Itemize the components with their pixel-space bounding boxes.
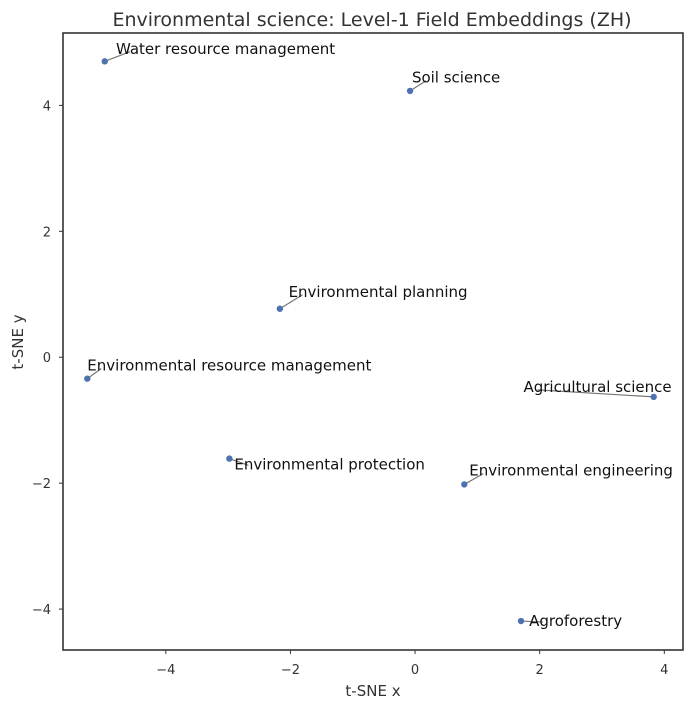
y-axis: −4 −2 0 2 4 (32, 99, 63, 618)
label-leader-line (520, 620, 544, 623)
y-tick-label: −4 (32, 603, 51, 618)
point-label: Agricultural science (523, 378, 671, 396)
points-layer: Water resource management Soil science Env… (84, 40, 673, 630)
point-label: Environmental resource management (87, 356, 371, 374)
y-tick-label: −2 (32, 477, 51, 492)
label-leader-line (537, 389, 654, 398)
label-leader-line (104, 51, 131, 62)
plot-frame (62, 32, 684, 651)
x-tick-label: −2 (281, 663, 300, 678)
point-label: Agroforestry (529, 612, 622, 630)
y-tick-label: 0 (43, 351, 51, 366)
point-label: Water resource management (116, 40, 335, 58)
x-tick-label: 0 (411, 663, 419, 678)
point-label: Soil science (412, 69, 500, 87)
label-leader-line (229, 458, 249, 466)
scatter-point (461, 481, 468, 488)
x-tick-label: −4 (156, 663, 175, 678)
y-tick-label: 2 (43, 225, 51, 240)
chart-title: Environmental science: Level-1 Field Emb… (112, 9, 631, 31)
x-tick-label: 4 (660, 663, 668, 678)
y-tick-label: 4 (43, 99, 51, 114)
x-axis: −4 −2 0 2 4 (156, 650, 668, 678)
x-tick-label: 2 (536, 663, 544, 678)
scatter-point (517, 617, 525, 625)
y-axis-label: t-SNE y (9, 314, 27, 369)
plot-area (62, 32, 684, 651)
label-leader-line (463, 473, 484, 485)
x-axis-label: t-SNE x (345, 682, 400, 700)
scatter-point (226, 455, 233, 462)
scatter-point (84, 375, 91, 382)
scatter-point (650, 393, 657, 401)
point-label: Environmental engineering (469, 462, 673, 480)
point-label: Environmental planning (289, 283, 468, 301)
label-leader-line (279, 294, 303, 310)
scatter-point (406, 87, 414, 95)
scatter-point (276, 305, 284, 312)
point-label: Environmental protection (234, 455, 425, 473)
scatter-point (101, 58, 108, 65)
